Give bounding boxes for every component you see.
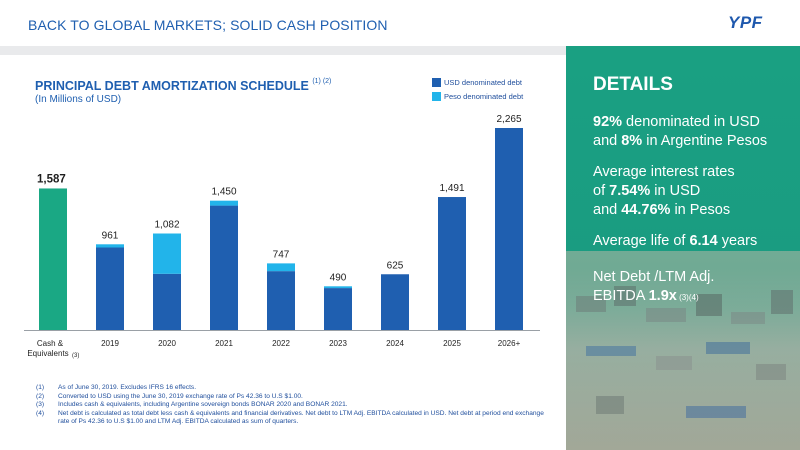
slide-header: BACK TO GLOBAL MARKETS; SOLID CASH POSIT… bbox=[0, 0, 800, 46]
category-label: 2026+ bbox=[498, 339, 521, 348]
data-label: 747 bbox=[273, 249, 290, 260]
data-label: 490 bbox=[330, 272, 347, 283]
ypf-logo: YPF bbox=[728, 13, 763, 32]
chart-subtitle: (In Millions of USD) bbox=[35, 94, 122, 105]
data-label: 1,082 bbox=[154, 220, 179, 231]
detail-average-life: Average life of 6.14 years bbox=[593, 233, 758, 249]
category-label: 2023 bbox=[329, 339, 347, 348]
bar-usd bbox=[96, 247, 124, 330]
chart-title-footnote: (1) (2) bbox=[312, 78, 332, 85]
data-label: 1,587 bbox=[37, 173, 66, 185]
data-label: 961 bbox=[102, 230, 119, 241]
bar-usd bbox=[267, 271, 295, 330]
footnote: (3) Includes cash & equivalents, includin… bbox=[36, 401, 348, 409]
oilfield-photo bbox=[566, 251, 800, 450]
details-title: DETAILS bbox=[593, 74, 673, 95]
bar-peso bbox=[96, 244, 124, 248]
chart-top-bar bbox=[0, 46, 566, 55]
legend-label-peso: Peso denominated debt bbox=[444, 92, 524, 101]
footnote: (1) As of June 30, 2019. Excludes IFRS 16… bbox=[36, 384, 197, 391]
legend-item-usd: USD denominated debt bbox=[432, 78, 523, 92]
bar-usd bbox=[495, 128, 523, 330]
chart-title: PRINCIPAL DEBT AMORTIZATION SCHEDULE (1)… bbox=[35, 78, 332, 93]
bar-usd bbox=[153, 273, 181, 330]
category-label: 2022 bbox=[272, 339, 290, 348]
data-label: 625 bbox=[387, 260, 404, 271]
bar-usd bbox=[210, 205, 238, 330]
bar-cash bbox=[39, 188, 67, 330]
bar-usd bbox=[438, 197, 466, 330]
category-label: Cash & bbox=[37, 339, 64, 348]
category-label: 2020 bbox=[158, 339, 176, 348]
data-label: 1,491 bbox=[439, 183, 464, 194]
bar-usd bbox=[381, 274, 409, 330]
bar-peso bbox=[153, 233, 181, 274]
bar-peso bbox=[210, 200, 238, 206]
detail-net-debt-ebitda: Net Debt /LTM Adj. EBITDA 1.9x (3)(4) bbox=[593, 269, 715, 304]
footnotes: (1) As of June 30, 2019. Excludes IFRS 16… bbox=[36, 384, 556, 427]
data-label: 2,265 bbox=[496, 114, 521, 125]
category-footnote: (3) bbox=[72, 353, 79, 359]
debt-amortization-chart: 1,587 Cash &Equivalents (3) 961 2019 1,082 202… bbox=[24, 114, 540, 359]
bar-peso bbox=[267, 263, 295, 272]
category-label: 2019 bbox=[101, 339, 119, 348]
footnote: (2) Converted to USD using the June 30, 2… bbox=[36, 392, 303, 400]
category-label: Equivalents bbox=[27, 349, 68, 358]
chart-legend: USD denominated debt Peso denominated de… bbox=[432, 78, 523, 106]
slide-title: BACK TO GLOBAL MARKETS; SOLID CASH POSIT… bbox=[28, 17, 388, 33]
detail-currency-split: 92% denominated in USD and 8% in Argenti… bbox=[593, 114, 768, 149]
category-label: 2025 bbox=[443, 339, 461, 348]
bar-usd bbox=[324, 288, 352, 330]
legend-swatch-peso bbox=[432, 92, 441, 101]
footnote: (4) Net debt is calculated as total debt … bbox=[36, 409, 544, 426]
legend-label-usd: USD denominated debt bbox=[444, 78, 522, 87]
bar-peso bbox=[324, 286, 352, 289]
legend-swatch-usd bbox=[432, 78, 441, 87]
detail-interest-rates: Average interest rates of 7.54% in USD a… bbox=[593, 164, 735, 218]
data-label: 1,450 bbox=[211, 187, 236, 198]
details-panel: DETAILS 92% denominated in USD and 8% in… bbox=[566, 46, 800, 450]
category-label: 2024 bbox=[386, 339, 404, 348]
category-label: 2021 bbox=[215, 339, 233, 348]
legend-item-peso: Peso denominated debt bbox=[432, 92, 523, 106]
